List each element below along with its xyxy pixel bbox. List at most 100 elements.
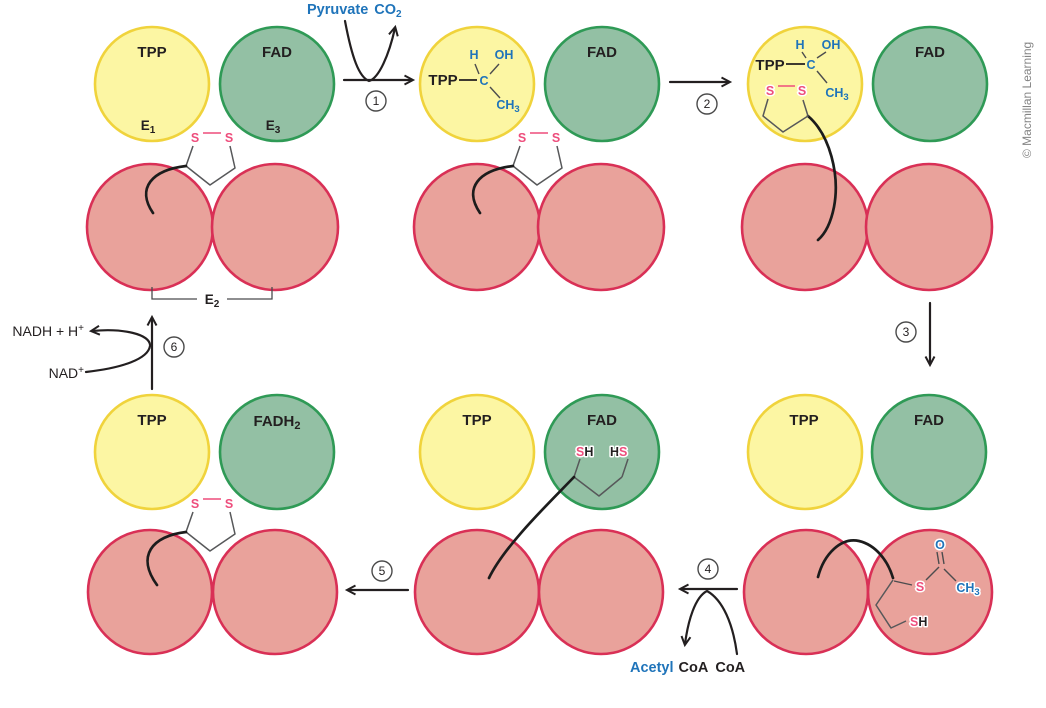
e2-core-circle-left xyxy=(742,528,870,656)
lipoamide-arm xyxy=(487,475,576,580)
thioester-s-label: S xyxy=(916,580,924,594)
substrate-curve-1 xyxy=(343,19,399,83)
h-label: H xyxy=(795,38,804,52)
sulfur-left: S xyxy=(518,131,526,145)
c-oh-bond xyxy=(816,51,827,59)
e1-label: E1 xyxy=(141,118,156,136)
c-ch3-bond xyxy=(816,70,828,84)
lipoamide-arm xyxy=(144,164,188,215)
panel-state-1: TPP FAD E1 E3 S S E2 xyxy=(85,25,340,310)
step-6-reaction: 6 NADH + H+ NAD+ xyxy=(12,314,185,391)
nadh-label: NADH + H+ xyxy=(12,323,84,339)
tpp-label: TPP xyxy=(755,57,784,74)
e3-fad-circle xyxy=(218,25,336,143)
step-6-circle xyxy=(163,336,185,358)
h-label: H xyxy=(469,48,478,62)
lipoamide-disulfide-ring: S S xyxy=(471,131,563,215)
e3-fad-circle xyxy=(543,393,661,511)
copyright-credit: © Macmillan Learning xyxy=(1020,42,1034,158)
c-h-bond xyxy=(474,63,480,75)
step-1-number: 1 xyxy=(373,94,380,108)
carbonyl-ch3-bond xyxy=(943,568,957,582)
lipoamide-disulfide-ring: S S xyxy=(762,83,809,133)
step-5-number: 5 xyxy=(379,564,386,578)
ring-bonds xyxy=(762,98,809,133)
e2-core-circle-right xyxy=(536,162,666,292)
acetyl-dihydrolipoamide-structure: O CH3 S SH xyxy=(816,537,981,631)
step-3-badge: 3 xyxy=(895,321,917,343)
tpp-label: TPP xyxy=(137,412,166,429)
c-ch3-bond xyxy=(489,86,501,99)
e3-fad-circle xyxy=(543,25,661,143)
step-1-circle xyxy=(365,90,387,112)
sulfur-right: S xyxy=(225,131,233,145)
sh-label: SH xyxy=(910,615,927,629)
carbon-label: C xyxy=(806,58,815,72)
e2-core-circle-right xyxy=(211,528,339,656)
e1-tpp-circle xyxy=(418,25,536,143)
e2-core-circle-right xyxy=(210,162,340,292)
fad-label: FAD xyxy=(587,44,617,61)
step-5-reaction: 5 xyxy=(344,560,410,596)
lipoamide-arm xyxy=(806,114,838,242)
carbon-label: C xyxy=(479,74,488,88)
e2-bracket: E2 xyxy=(151,287,273,310)
e1-tpp-circle xyxy=(93,393,211,511)
e3-fad-circle xyxy=(870,393,988,511)
step-2-circle xyxy=(696,93,718,115)
step-1-badge: 1 xyxy=(365,90,387,112)
tpp-label: TPP xyxy=(137,44,166,61)
chain-bonds xyxy=(573,476,623,497)
sh-label: SH xyxy=(576,445,593,459)
panel-state-4: TPP FAD O CH3 S SH xyxy=(742,393,994,656)
sulfur-right: S xyxy=(798,84,806,98)
sulfur-left: S xyxy=(191,497,199,511)
e1-tpp-circle xyxy=(418,393,536,511)
step-2-number: 2 xyxy=(704,97,711,111)
ch3-label: CH3 xyxy=(956,581,979,598)
fadh2-label: FADH2 xyxy=(254,413,301,432)
pyruvate-co2-label: Pyruvate CO2 xyxy=(307,2,402,20)
e2-core-circle-right xyxy=(537,528,665,656)
ch3-label: CH3 xyxy=(825,86,848,103)
oh-label: OH xyxy=(495,48,514,62)
substrate-curve-6 xyxy=(84,324,152,374)
e2-core-circle-left xyxy=(413,528,541,656)
dihydrolipoamide-structure: SH HS xyxy=(487,444,629,580)
c-o-double-bond-1 xyxy=(936,551,940,565)
tpp-label: TPP xyxy=(428,72,457,89)
step-4-reaction: 4 Acetyl CoA CoA xyxy=(630,558,746,676)
panel-state-2: FAD TPP C H OH CH3 S S xyxy=(412,25,666,292)
lipoamide-arm xyxy=(471,164,515,215)
step-3-reaction: 3 xyxy=(895,301,936,368)
step-6-badge: 6 xyxy=(163,336,185,358)
tpp-label: TPP xyxy=(789,412,818,429)
e3-label: E3 xyxy=(266,118,281,136)
bracket-left xyxy=(151,287,197,300)
sulfur-left: S xyxy=(191,131,199,145)
step-5-badge: 5 xyxy=(371,560,393,582)
e1-tpp-circle xyxy=(746,393,864,511)
e2-core-circle-right xyxy=(864,162,994,292)
substrate-curve-4 xyxy=(680,589,739,656)
hydroxyethyl-tpp-structure: TPP C H OH CH3 xyxy=(428,48,519,115)
step-2-badge: 2 xyxy=(696,93,718,115)
arm-right-bond xyxy=(621,458,629,478)
s-ch-bond xyxy=(893,580,913,586)
chain-bonds xyxy=(875,579,907,629)
e2-label: E2 xyxy=(205,292,220,310)
c-oh-bond xyxy=(489,63,500,75)
step-6-number: 6 xyxy=(171,340,178,354)
e3-fadh2-circle xyxy=(218,393,336,511)
lipoamide-arm xyxy=(816,539,895,580)
sulfur-left: S xyxy=(766,84,774,98)
sulfur-right: S xyxy=(225,497,233,511)
hs-label: HS xyxy=(610,445,627,459)
panel-state-6: TPP FADH2 S S xyxy=(86,393,339,656)
acetyl-coa-label: Acetyl CoA CoA xyxy=(630,660,746,676)
fad-label: FAD xyxy=(915,44,945,61)
step-2-reaction: 2 xyxy=(668,76,733,115)
ring-bonds xyxy=(185,511,236,552)
